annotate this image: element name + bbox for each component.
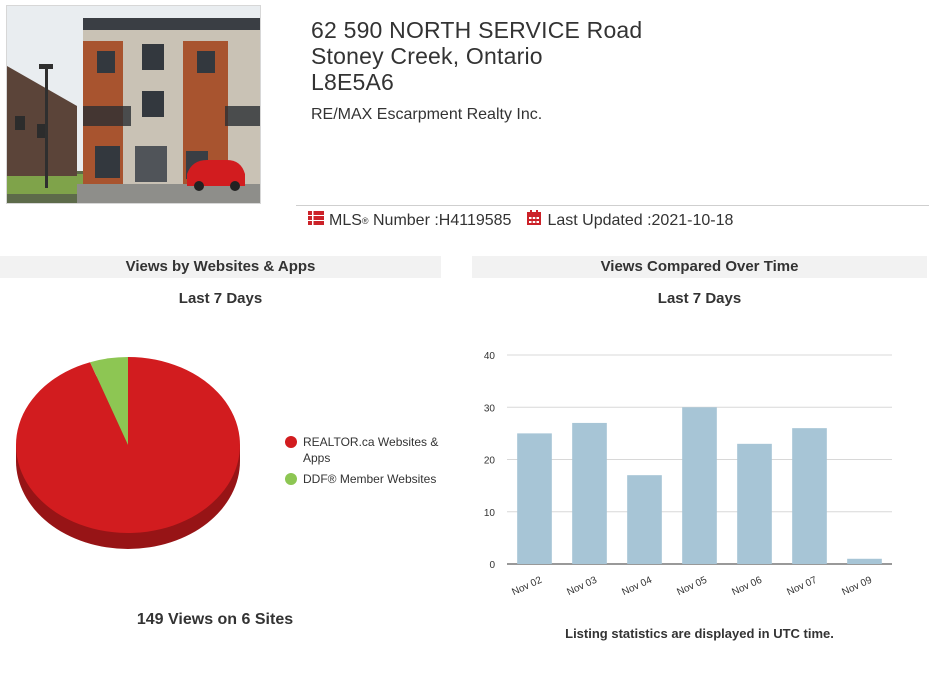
y-tick-label: 40	[484, 351, 496, 362]
views-total: 149 Views on 6 Sites	[136, 611, 294, 628]
x-tick-label: Nov 06	[730, 575, 764, 599]
pie-slice-2[interactable]	[90, 357, 128, 445]
updated-label: Last Updated :	[547, 211, 652, 229]
pie-slice-1[interactable]	[15, 357, 240, 533]
pie-period-label: Last 7 Days	[178, 290, 263, 307]
bar-period-label: Last 7 Days	[657, 290, 742, 307]
bar-nov-04[interactable]	[627, 475, 662, 564]
views-bar-chart: 0 10 20 30 40 Nov 02 Nov 03 Nov 04 Nov 05 Nov 06 N…	[484, 351, 892, 599]
y-tick-label: 20	[484, 456, 496, 467]
legend-item[interactable]: REALTOR.ca Websites & Apps	[285, 434, 445, 466]
calendar-icon	[526, 210, 542, 231]
listing-meta-row: MLS ® Number : H4119585 Last Updated : 20…	[308, 210, 733, 231]
legend-item[interactable]: DDF® Member Websites	[285, 471, 445, 487]
mls-number: H4119585	[438, 211, 512, 229]
address-line-1: 62 590 NORTH SERVICE Road	[311, 17, 643, 43]
mls-registered-mark: ®	[361, 215, 369, 226]
updated-date: 2021-10-18	[651, 211, 734, 229]
views-over-time-header: Views Compared Over Time	[472, 256, 927, 278]
divider	[296, 205, 929, 206]
pie-legend: REALTOR.ca Websites & Apps DDF® Member We…	[285, 434, 445, 492]
views-pie-chart	[15, 357, 240, 549]
bar-nov-05[interactable]	[682, 407, 717, 564]
x-tick-label: Nov 09	[840, 575, 874, 599]
mls-label-suffix: Number :	[373, 211, 439, 229]
legend-label: DDF® Member Websites	[303, 472, 437, 486]
y-tick-label: 10	[484, 508, 496, 519]
legend-swatch	[285, 473, 297, 485]
last-updated: Last Updated : 2021-10-18	[526, 210, 733, 231]
x-tick-label: Nov 02	[510, 575, 544, 599]
bar-nov-03[interactable]	[572, 422, 607, 564]
bar-nov-06[interactable]	[737, 443, 772, 564]
list-icon	[308, 210, 324, 231]
bar-nov-09[interactable]	[847, 558, 882, 564]
utc-footnote: Listing statistics are displayed in UTC …	[565, 626, 834, 641]
address-line-2: Stoney Creek, Ontario	[311, 43, 543, 69]
x-tick-label: Nov 03	[565, 575, 599, 599]
x-tick-label: Nov 05	[675, 575, 709, 599]
legend-label: REALTOR.ca Websites & Apps	[303, 435, 439, 465]
y-tick-label: 0	[489, 560, 495, 571]
postal-code: L8E5A6	[311, 69, 395, 95]
x-tick-label: Nov 07	[785, 575, 819, 599]
property-photo[interactable]	[6, 5, 261, 204]
brokerage-name: RE/MAX Escarpment Realty Inc.	[311, 106, 543, 123]
bar-nov-07[interactable]	[792, 428, 827, 564]
x-tick-label: Nov 04	[620, 575, 654, 599]
views-by-websites-header: Views by Websites & Apps	[0, 256, 441, 278]
y-tick-label: 30	[484, 403, 496, 414]
legend-swatch	[285, 436, 297, 448]
mls-label: MLS	[329, 211, 362, 229]
bar-nov-02[interactable]	[517, 433, 552, 564]
